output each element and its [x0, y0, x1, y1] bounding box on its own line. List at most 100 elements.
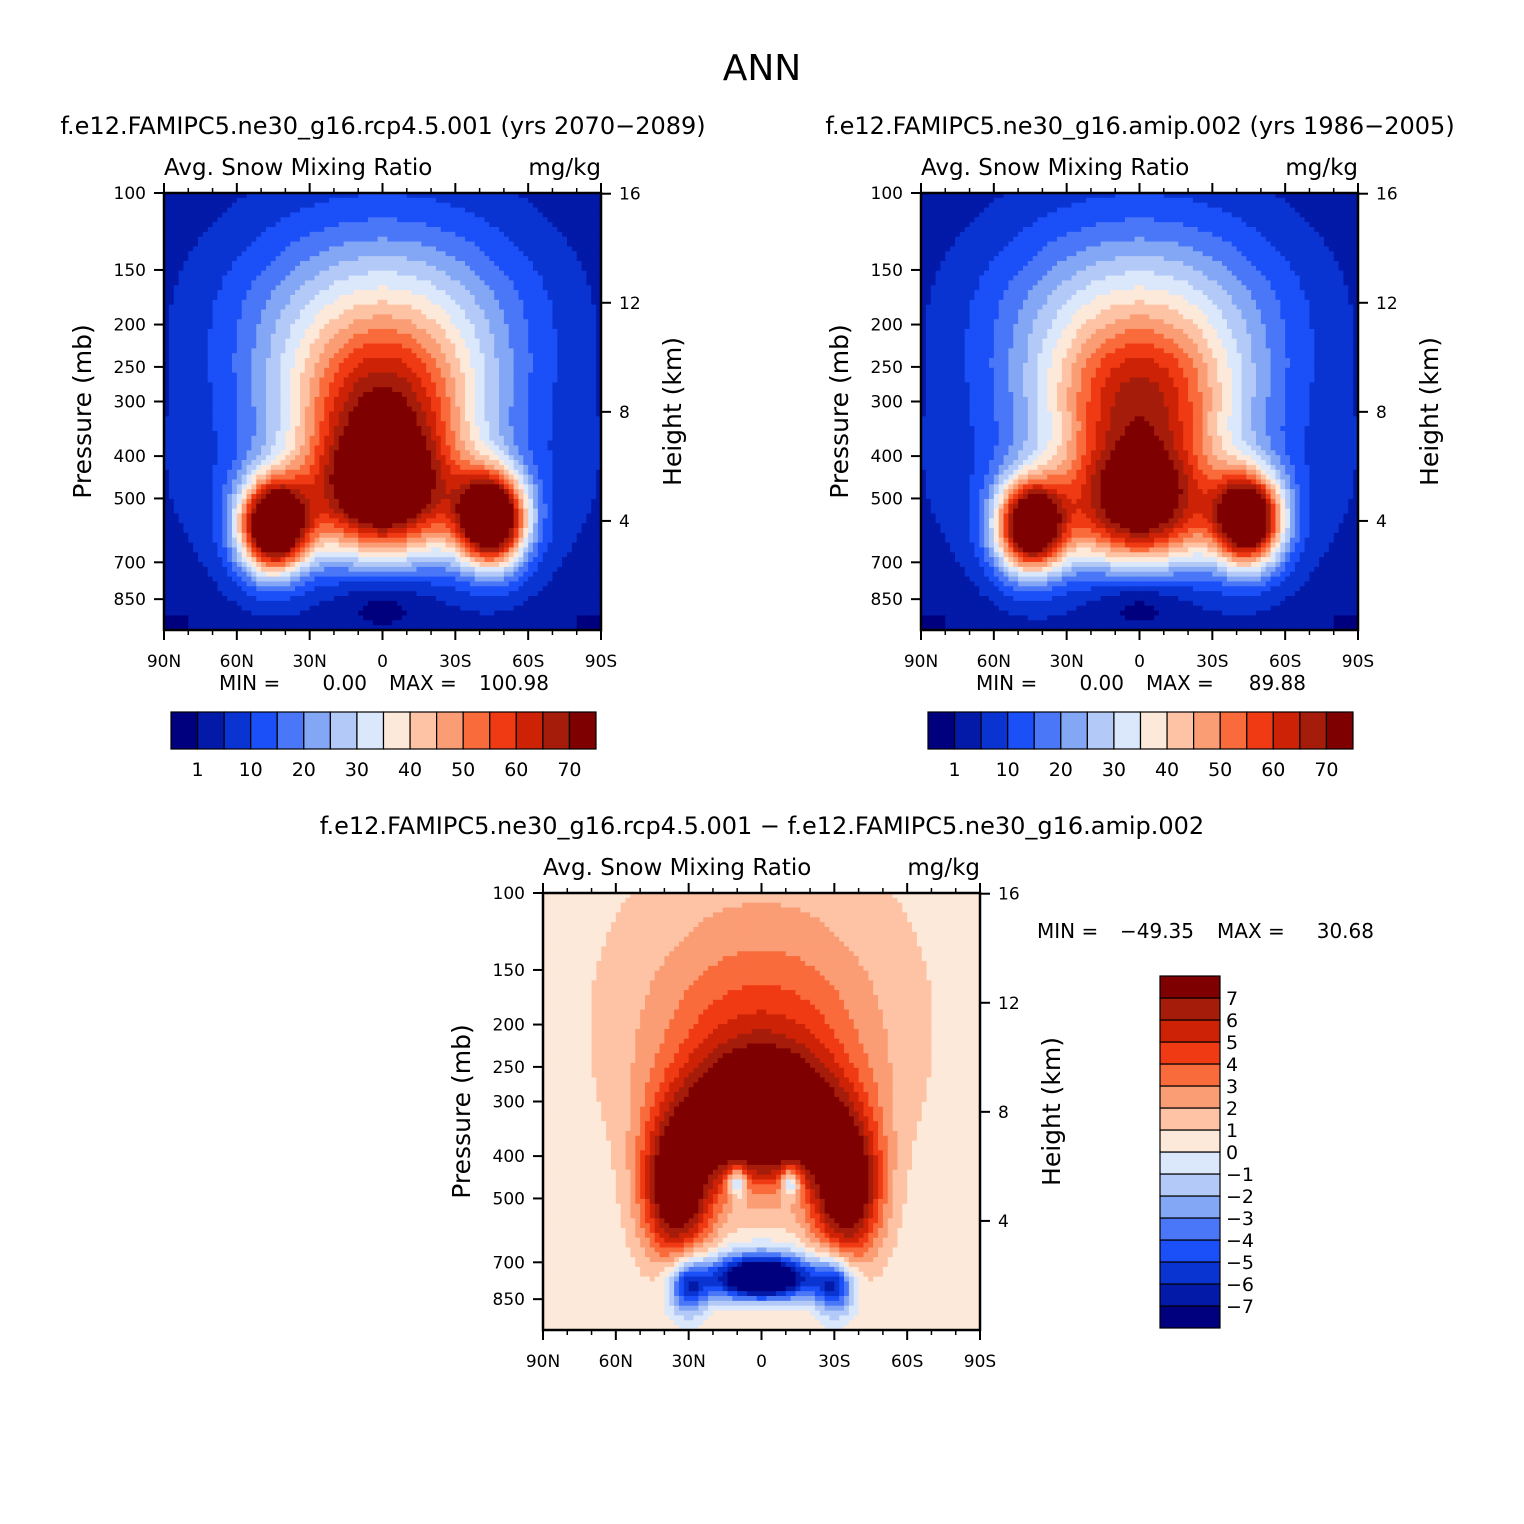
contour-cell	[572, 358, 577, 363]
contour-cell	[489, 314, 494, 319]
contour-cell	[518, 416, 523, 421]
contour-cell	[169, 348, 174, 353]
contour-cell	[475, 334, 480, 339]
contour-cell	[242, 412, 247, 417]
contour-cell	[518, 373, 523, 378]
contour-cell	[222, 402, 227, 407]
contour-cell	[319, 334, 324, 339]
contour-cell	[179, 300, 184, 305]
contour-cell	[266, 412, 271, 417]
contour-cell	[392, 271, 397, 276]
contour-cell	[183, 314, 188, 319]
contour-cell	[475, 339, 480, 344]
contour-cell	[383, 242, 388, 247]
contour-cell	[261, 339, 266, 344]
contour-cell	[213, 329, 218, 334]
contour-cell	[421, 334, 426, 339]
contour-cell	[412, 363, 417, 368]
contour-cell	[208, 431, 213, 436]
contour-cell	[577, 198, 582, 203]
contour-cell	[450, 285, 455, 290]
contour-cell	[582, 397, 587, 402]
contour-cell	[484, 305, 489, 310]
contour-cell	[591, 242, 596, 247]
contour-cell	[378, 285, 383, 290]
contour-cell	[460, 334, 465, 339]
contour-cell	[310, 416, 315, 421]
contour-cell	[319, 460, 324, 465]
contour-cell	[232, 285, 237, 290]
contour-cell	[324, 271, 329, 276]
contour-cell	[179, 339, 184, 344]
contour-cell	[499, 295, 504, 300]
contour-cell	[300, 232, 305, 237]
contour-cell	[179, 329, 184, 334]
contour-cell	[276, 271, 281, 276]
contour-cell	[436, 280, 441, 285]
contour-cell	[188, 416, 193, 421]
contour-cell	[169, 285, 174, 290]
contour-cell	[416, 251, 421, 256]
contour-cell	[533, 334, 538, 339]
contour-cell	[480, 387, 485, 392]
contour-cell	[373, 212, 378, 217]
contour-cell	[242, 256, 247, 261]
contour-cell	[208, 334, 213, 339]
contour-cell	[310, 402, 315, 407]
contour-cell	[484, 348, 489, 353]
contour-cell	[169, 460, 174, 465]
contour-cell	[281, 450, 286, 455]
contour-cell	[577, 246, 582, 251]
contour-cell	[465, 212, 470, 217]
contour-cell	[523, 290, 528, 295]
contour-cell	[421, 397, 426, 402]
contour-cell	[567, 373, 572, 378]
contour-cell	[446, 227, 451, 232]
contour-cell	[276, 280, 281, 285]
contour-cell	[232, 324, 237, 329]
contour-cell	[533, 363, 538, 368]
contour-cell	[586, 348, 591, 353]
contour-cell	[499, 300, 504, 305]
contour-cell	[470, 266, 475, 271]
contour-cell	[397, 276, 402, 281]
contour-cell	[557, 392, 562, 397]
contour-cell	[416, 358, 421, 363]
contour-cell	[373, 319, 378, 324]
contour-cell	[416, 421, 421, 426]
contour-cell	[285, 266, 290, 271]
contour-cell	[324, 407, 329, 412]
contour-cell	[523, 203, 528, 208]
contour-cell	[455, 276, 460, 281]
contour-cell	[475, 300, 480, 305]
contour-cell	[217, 431, 222, 436]
contour-cell	[285, 407, 290, 412]
contour-cell	[470, 242, 475, 247]
contour-cell	[489, 271, 494, 276]
contour-cell	[572, 368, 577, 373]
contour-cell	[480, 251, 485, 256]
contour-cell	[363, 208, 368, 213]
contour-cell	[188, 392, 193, 397]
contour-cell	[247, 324, 252, 329]
contour-cell	[591, 222, 596, 227]
contour-cell	[538, 382, 543, 387]
contour-cell	[213, 290, 218, 295]
contour-cell	[281, 334, 286, 339]
contour-cell	[203, 314, 208, 319]
contour-cell	[213, 212, 218, 217]
contour-cell	[183, 387, 188, 392]
contour-cell	[557, 329, 562, 334]
contour-cell	[315, 329, 320, 334]
contour-cell	[387, 256, 392, 261]
contour-cell	[203, 397, 208, 402]
contour-cell	[261, 271, 266, 276]
contour-cell	[334, 305, 339, 310]
contour-cell	[208, 212, 213, 217]
contour-cell	[334, 300, 339, 305]
contour-cell	[562, 426, 567, 431]
contour-cell	[285, 319, 290, 324]
contour-cell	[518, 445, 523, 450]
contour-cell	[339, 339, 344, 344]
contour-cell	[339, 314, 344, 319]
